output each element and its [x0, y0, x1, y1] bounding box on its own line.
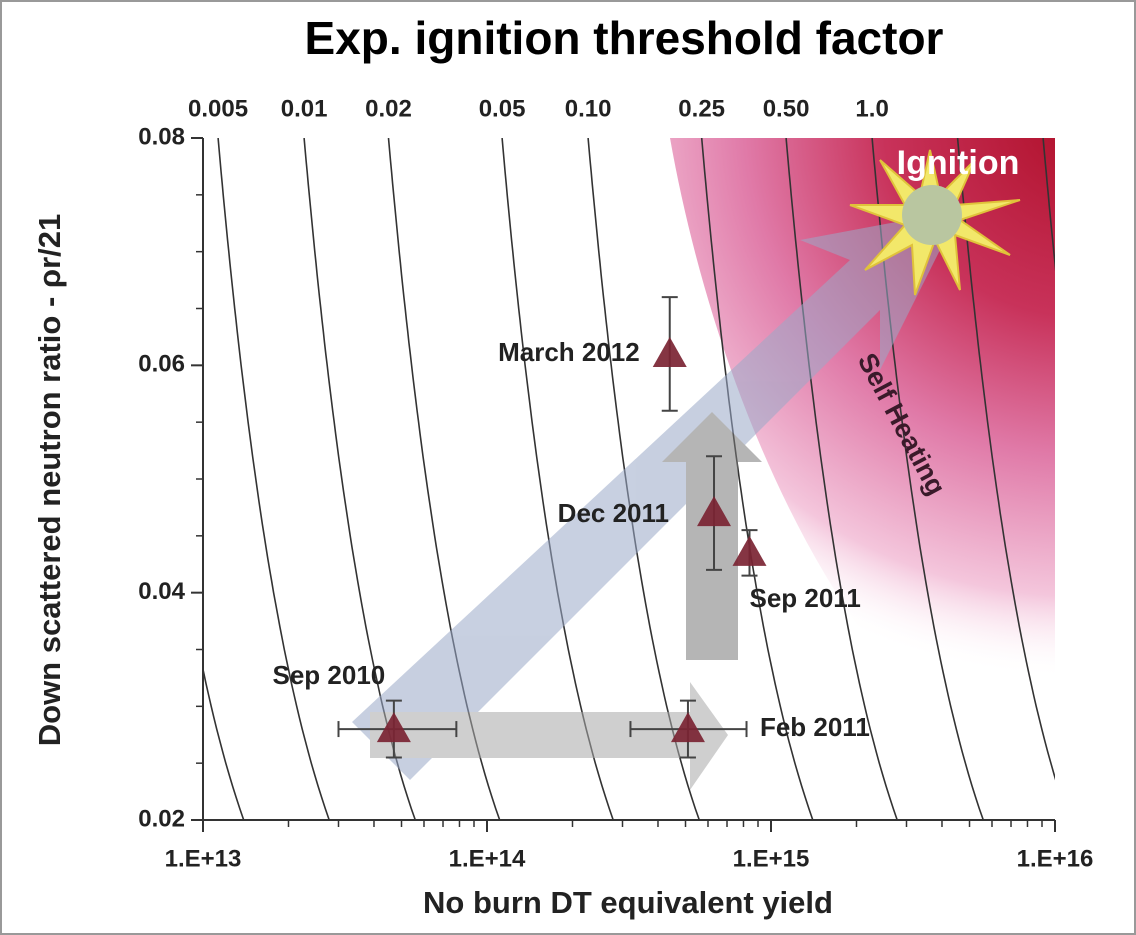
point: [670, 712, 705, 743]
point-label: Sep 2011: [749, 583, 860, 613]
contour: [700, 138, 814, 820]
top-tick-label: 0.05: [479, 95, 526, 122]
arrow: [352, 210, 960, 780]
point-label: Dec 2011: [558, 498, 669, 528]
contour: [501, 138, 614, 820]
top-tick-label: 0.10: [565, 95, 612, 122]
ignition-region: [670, 138, 1055, 800]
y-tick-label: 0.08: [138, 123, 185, 150]
chart-title: Exp. ignition threshold factor: [305, 12, 944, 64]
ignition-star: [849, 149, 1021, 296]
y-tick-label: 0.06: [138, 351, 185, 378]
contour: [203, 665, 245, 820]
x-tick-label: 1.E+13: [165, 845, 242, 872]
top-tick-label: 0.02: [365, 95, 412, 122]
top-tick-label: 1.0: [855, 95, 888, 122]
top-tick-label: 0.25: [678, 95, 725, 122]
point-label: Sep 2010: [273, 660, 386, 690]
point: [376, 712, 411, 743]
point: [652, 336, 687, 367]
y-axis-label: Down scattered neutron ratio - ρr/21: [32, 214, 67, 747]
top-tick-label: 0.005: [188, 95, 248, 122]
y-tick-label: 0.02: [138, 805, 185, 832]
point: [732, 535, 767, 566]
title-box: [262, 6, 997, 76]
contour: [956, 138, 1055, 781]
x-axis-label: No burn DT equivalent yield: [423, 885, 833, 920]
x-tick-label: 1.E+14: [449, 845, 526, 872]
arrow: [370, 682, 728, 790]
top-tick-label: 0.01: [281, 95, 328, 122]
contour: [1042, 138, 1055, 272]
y-tick-label: 0.04: [138, 578, 185, 605]
point-label: Feb 2011: [760, 712, 870, 742]
top-tick-label: 0.50: [763, 95, 810, 122]
progress-arrows: [352, 210, 960, 790]
annotation: Ignition: [897, 144, 1020, 182]
x-tick-label: 1.E+16: [1017, 845, 1094, 872]
point-label: March 2012: [498, 337, 640, 367]
x-tick-label: 1.E+15: [733, 845, 810, 872]
point: [697, 496, 732, 527]
contour: [217, 138, 330, 820]
contour: [785, 138, 898, 820]
arrow: [662, 412, 762, 660]
